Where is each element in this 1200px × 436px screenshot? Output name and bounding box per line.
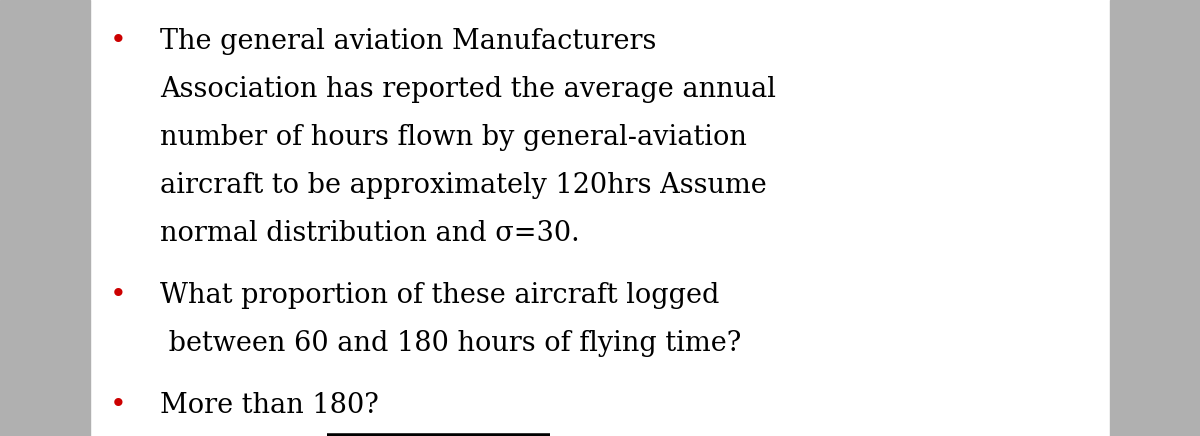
Text: The general aviation Manufacturers: The general aviation Manufacturers [160, 28, 656, 55]
Bar [1110, 0, 1200, 436]
Text: More than 180?: More than 180? [160, 392, 379, 419]
Text: normal distribution and σ=30.: normal distribution and σ=30. [160, 220, 580, 247]
Text: aircraft to be approximately 120hrs Assume: aircraft to be approximately 120hrs Assu… [160, 172, 767, 199]
Text: •: • [109, 282, 126, 309]
Text: between 60 and 180 hours of flying time?: between 60 and 180 hours of flying time? [160, 330, 742, 357]
Text: •: • [109, 392, 126, 419]
Text: What proportion of these aircraft logged: What proportion of these aircraft logged [160, 282, 719, 309]
Bar [0, 0, 90, 436]
Text: •: • [109, 28, 126, 55]
Text: number of hours flown by general-aviation: number of hours flown by general-aviatio… [160, 124, 746, 151]
Text: Association has reported the average annual: Association has reported the average ann… [160, 76, 776, 103]
